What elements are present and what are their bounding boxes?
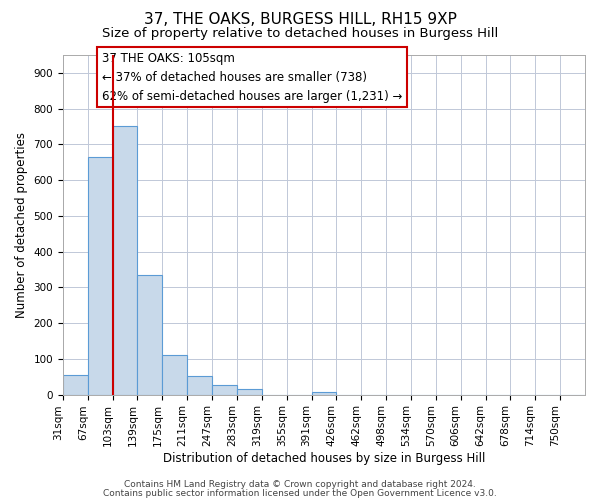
Bar bbox=[88, 157, 113, 394]
Bar bbox=[113, 126, 137, 394]
Text: Size of property relative to detached houses in Burgess Hill: Size of property relative to detached ho… bbox=[102, 28, 498, 40]
Bar bbox=[212, 385, 237, 394]
Y-axis label: Number of detached properties: Number of detached properties bbox=[15, 132, 28, 318]
Bar bbox=[237, 389, 262, 394]
X-axis label: Distribution of detached houses by size in Burgess Hill: Distribution of detached houses by size … bbox=[163, 452, 485, 465]
Bar bbox=[137, 275, 163, 394]
Bar bbox=[163, 356, 187, 395]
Text: 37, THE OAKS, BURGESS HILL, RH15 9XP: 37, THE OAKS, BURGESS HILL, RH15 9XP bbox=[143, 12, 457, 28]
Bar bbox=[311, 392, 337, 394]
Text: Contains public sector information licensed under the Open Government Licence v3: Contains public sector information licen… bbox=[103, 488, 497, 498]
Text: Contains HM Land Registry data © Crown copyright and database right 2024.: Contains HM Land Registry data © Crown c… bbox=[124, 480, 476, 489]
Bar bbox=[187, 376, 212, 394]
Bar bbox=[63, 375, 88, 394]
Text: 37 THE OAKS: 105sqm
← 37% of detached houses are smaller (738)
62% of semi-detac: 37 THE OAKS: 105sqm ← 37% of detached ho… bbox=[102, 52, 403, 102]
